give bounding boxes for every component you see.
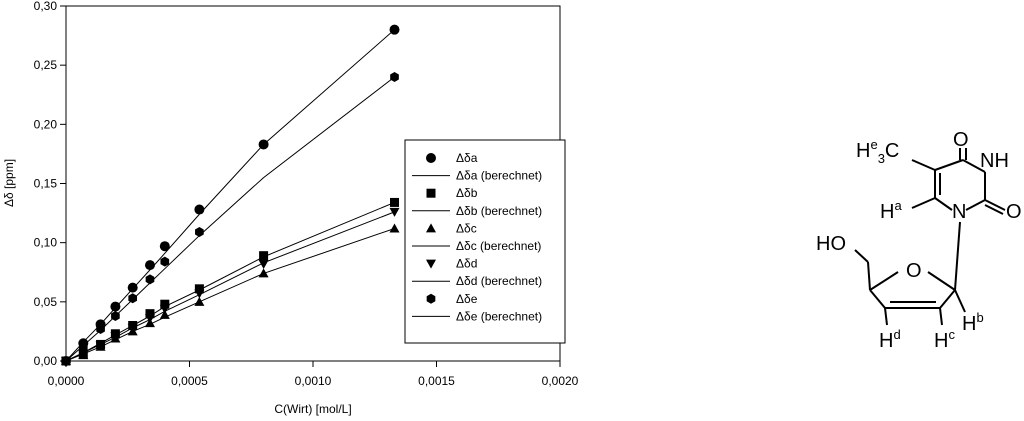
point xyxy=(144,314,155,324)
point xyxy=(145,309,155,319)
y-tick-label: 0,15 xyxy=(34,177,58,191)
fit-line xyxy=(65,211,395,362)
chart: C(Wirt) [mol/L] Δδ [ppm] 0,0000 0,0005 0,0… xyxy=(2,0,579,416)
superscript: a xyxy=(894,198,902,213)
legend-label: Δδb xyxy=(456,186,478,200)
x-tick-label: 0,0020 xyxy=(542,374,579,388)
atom-label: Hc xyxy=(934,327,955,352)
legend-label: Δδd xyxy=(456,257,477,271)
atom-label: He3C xyxy=(856,137,899,166)
legend-marker xyxy=(426,153,436,163)
atom: H xyxy=(962,313,976,335)
atom: H xyxy=(856,140,870,162)
legend-label: Δδc (berechnet) xyxy=(456,239,541,253)
legend-label: Δδe (berechnet) xyxy=(456,309,542,323)
point xyxy=(195,227,204,238)
y-tick-label: 0,30 xyxy=(34,0,58,13)
y-tick-label: 0,25 xyxy=(34,58,58,72)
fit-line xyxy=(65,76,395,362)
superscript: c xyxy=(948,327,955,342)
legend-label: Δδd (berechnet) xyxy=(456,274,542,288)
atom-label: Ha xyxy=(880,198,902,223)
x-tick-label: 0,0005 xyxy=(171,374,208,388)
point xyxy=(194,289,205,299)
x-tick-label: 0,0010 xyxy=(295,374,332,388)
point xyxy=(194,284,204,294)
legend-marker xyxy=(426,223,436,233)
point xyxy=(160,256,170,267)
legend-label: Δδb (berechnet) xyxy=(456,204,542,218)
atom-label: NH xyxy=(980,150,1009,172)
x-axis-label: C(Wirt) [mol/L] xyxy=(274,402,351,416)
point xyxy=(78,349,89,359)
y-tick-label: 0,20 xyxy=(34,117,58,131)
atom-label: O xyxy=(906,260,922,282)
atom-label: O xyxy=(953,129,969,151)
fit-line xyxy=(65,227,395,362)
point xyxy=(159,241,170,252)
y-tick-label: 0,10 xyxy=(34,236,58,250)
fit-line xyxy=(65,201,395,362)
point xyxy=(259,251,269,261)
point xyxy=(128,293,138,304)
atom: H xyxy=(879,330,893,352)
legend-marker xyxy=(426,293,436,304)
molecule-labels: O NH O N He3C Ha HO O Hd Hc Hb xyxy=(816,129,1022,352)
legend-label: Δδe xyxy=(456,292,478,306)
atom: H xyxy=(880,201,894,223)
atom-label: HO xyxy=(816,233,846,255)
legend-marker xyxy=(426,259,436,269)
legend-marker xyxy=(426,188,436,198)
point xyxy=(389,223,400,233)
point xyxy=(127,282,138,293)
point xyxy=(110,301,121,312)
point xyxy=(145,274,155,285)
x-tick-label: 0,0015 xyxy=(418,374,455,388)
y-axis-label: Δδ [ppm] xyxy=(2,159,16,207)
atom-label: Hb xyxy=(962,310,984,335)
subscript: 3 xyxy=(878,151,885,166)
point xyxy=(95,341,106,351)
point xyxy=(110,332,121,342)
legend-label: Δδc xyxy=(456,221,477,235)
point xyxy=(160,299,170,309)
legend-label: Δδa xyxy=(456,151,478,165)
superscript: d xyxy=(893,327,900,342)
point xyxy=(159,304,170,314)
y-tick-label: 0,05 xyxy=(34,295,58,309)
molecule xyxy=(854,148,1006,326)
y-tick-label: 0,00 xyxy=(34,354,58,368)
superscript: e xyxy=(870,137,877,152)
atom-label: Hd xyxy=(879,327,901,352)
fit-line xyxy=(65,29,395,362)
superscript: b xyxy=(976,310,983,325)
atom-label: N xyxy=(952,201,966,223)
atom-label: O xyxy=(1006,201,1022,223)
point xyxy=(144,260,155,271)
legend xyxy=(404,139,566,344)
legend-label: Δδa (berechnet) xyxy=(456,169,542,183)
x-tick-label: 0,0000 xyxy=(48,374,85,388)
point xyxy=(194,204,205,215)
atom: H xyxy=(934,330,948,352)
atom: C xyxy=(885,140,899,162)
